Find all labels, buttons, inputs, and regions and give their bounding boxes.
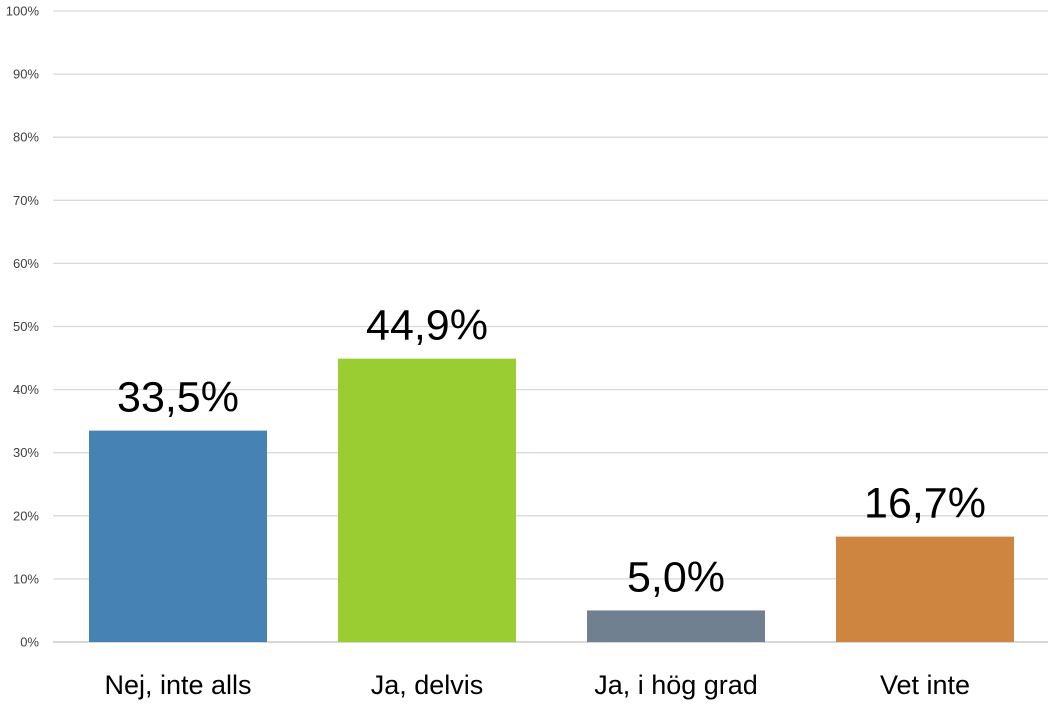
y-tick-label: 40% bbox=[13, 382, 39, 397]
bar bbox=[338, 358, 516, 642]
data-label: 16,7% bbox=[864, 480, 986, 528]
category-label: Nej, inte alls bbox=[104, 670, 251, 700]
y-tick-label: 0% bbox=[20, 635, 39, 650]
data-label: 5,0% bbox=[627, 553, 725, 601]
y-tick-label: 30% bbox=[13, 445, 39, 460]
category-label: Ja, i hög grad bbox=[594, 670, 758, 700]
category-label: Ja, delvis bbox=[371, 670, 484, 700]
y-tick-label: 10% bbox=[13, 571, 39, 586]
bar bbox=[89, 430, 267, 642]
data-label: 44,9% bbox=[366, 302, 488, 350]
y-tick-label: 100% bbox=[6, 4, 40, 19]
x-axis-category-labels: Nej, inte alls Ja, delvis Ja, i hög grad Ve… bbox=[104, 670, 970, 700]
data-label: 33,5% bbox=[117, 374, 239, 422]
y-tick-label: 60% bbox=[13, 256, 39, 271]
y-tick-label: 70% bbox=[13, 193, 39, 208]
bar bbox=[587, 610, 765, 642]
y-tick-label: 80% bbox=[13, 130, 39, 145]
y-tick-label: 90% bbox=[13, 67, 39, 82]
y-tick-label: 20% bbox=[13, 508, 39, 523]
y-axis-tick-labels: 0% 10% 20% 30% 40% 50% 60% 70% 80% 90% 100% bbox=[6, 4, 40, 650]
bar bbox=[836, 536, 1014, 642]
category-label: Vet inte bbox=[880, 670, 970, 700]
data-labels: 33,5% 44,9% 5,0% 16,7% bbox=[117, 302, 986, 602]
y-tick-label: 50% bbox=[13, 319, 39, 334]
bars bbox=[89, 358, 1014, 642]
